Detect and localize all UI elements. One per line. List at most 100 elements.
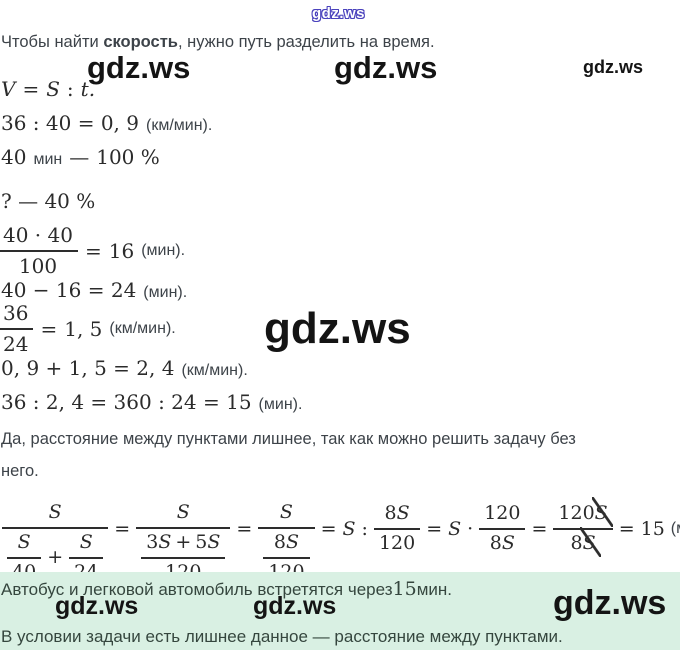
intro-bold-word: скорость — [103, 33, 178, 51]
var-s: S — [342, 517, 356, 540]
final-unit: (мин). — [670, 519, 680, 537]
line-meeting-time: 36 : 2, 4 = 360 : 24 = 15 (мин). — [1, 390, 302, 414]
numerator-8s: 8S — [373, 501, 421, 530]
multiply-dot: · — [467, 517, 474, 540]
car-speed-result: 1, 5 — [64, 317, 103, 341]
numerator-s: S — [136, 501, 231, 529]
denominator-3s5s: 3S+5S120 — [136, 529, 230, 584]
answer-value: 15 — [392, 578, 417, 600]
time-diff-unit: (мин). — [143, 284, 188, 301]
answer-line1: Автобус и легковой автомобиль встретятся… — [1, 578, 452, 600]
var-s: S — [501, 531, 515, 554]
var-s: S — [207, 530, 221, 553]
fraction-cancelled: 120S 8S — [553, 496, 613, 557]
denominator-8s-cancelled: 8S — [553, 526, 612, 557]
colon-sign: : — [361, 517, 368, 540]
given-minutes: 40 — [1, 145, 27, 169]
numerator-3s-plus-5s: 3S +5S — [141, 530, 226, 559]
watermark-top: gdz.ws — [312, 5, 366, 22]
fraction-120-8s: 120 8S — [479, 502, 526, 555]
note-line2: него. — [1, 462, 39, 480]
fraction-car-speed: 36 24 — [0, 302, 34, 356]
coef-5: 5 — [195, 530, 208, 553]
speed-sum-expression: 0, 9 + 1, 5 = 2, 4 — [1, 356, 175, 380]
intro-prefix: Чтобы найти — [1, 33, 104, 51]
watermark-band-left: gdz.ws — [55, 592, 139, 620]
minutes-word: мин — [33, 151, 63, 168]
numerator-s: S — [2, 501, 109, 529]
equals-sign: = — [236, 517, 253, 540]
var-s: S — [46, 77, 60, 101]
numerator-120: 120 — [479, 502, 526, 530]
line-proportion-given: 40 мин —100 % — [1, 145, 160, 169]
car-speed-unit: (км/мин). — [109, 320, 176, 337]
fraction-denominator: 24 — [3, 332, 29, 356]
watermark-row1-right: gdz.ws — [583, 57, 644, 77]
equals-sign: = — [114, 517, 131, 540]
answer-band: Автобус и легковой автомобиль встретятся… — [0, 572, 680, 650]
denominator-120: 120 — [378, 531, 416, 554]
var-s-cancelled: S — [579, 526, 601, 557]
watermark-center: gdz.ws — [264, 304, 411, 353]
var-v: V — [1, 77, 16, 101]
equals-sign: = — [618, 517, 635, 540]
line-speed-sum: 0, 9 + 1, 5 = 2, 4 (км/мин). — [1, 356, 248, 380]
fraction-s-over-3s5s: S 3S+5S120 — [136, 501, 231, 584]
denominator-8s: 8S — [479, 530, 525, 555]
var-s: S — [448, 517, 462, 540]
fraction-percent: 40 · 40 100 — [0, 224, 78, 278]
watermark-band-center: gdz.ws — [253, 592, 337, 620]
coef-8: 8 — [570, 531, 583, 554]
equals-sign: = — [320, 517, 337, 540]
coef-8: 8 — [273, 530, 286, 553]
watermark-row1-left: gdz.ws — [87, 50, 191, 85]
meeting-time-unit: (мин). — [258, 396, 303, 413]
note-line1: Да, расстояние между пунктами лишнее, та… — [1, 430, 576, 448]
answer-line1-suffix: мин. — [416, 580, 452, 599]
intro-suffix: , нужно путь разделить на время. — [177, 33, 435, 51]
formula-speed-definition: V = S: t. — [1, 77, 95, 101]
percent-unit: (мин). — [141, 242, 186, 259]
dash-sign: — — [69, 145, 90, 169]
bus-speed-unit: (км/мин). — [146, 117, 213, 134]
coef-8: 8 — [489, 531, 502, 554]
equals-sign: = — [426, 517, 443, 540]
numerator-s: S — [69, 531, 104, 559]
numerator-s: S — [7, 531, 42, 559]
time-diff-expression: 40 − 16 = 24 — [1, 278, 137, 302]
var-s-cancelled: S — [591, 496, 613, 527]
equals-sign: = — [40, 317, 58, 341]
answer-line1-prefix: Автобус и легковой автомобиль встретятся… — [1, 580, 393, 599]
numerator-s: S — [258, 501, 315, 529]
final-result: 15 — [640, 517, 665, 540]
fraction-8s-120: 8S 120 — [373, 501, 421, 555]
fraction-denominator: 100 — [18, 254, 58, 278]
given-percent: 100 % — [96, 145, 160, 169]
coef-3: 3 — [146, 530, 159, 553]
var-s: S — [158, 530, 172, 553]
fraction-numerator: 40 · 40 — [0, 224, 78, 252]
line-car-speed: 36 24 = 1, 5 (км/мин). — [0, 302, 176, 356]
plus-sign: + — [47, 545, 64, 568]
meeting-time-expression: 36 : 2, 4 = 360 : 24 = 15 — [1, 390, 252, 414]
speed-sum-unit: (км/мин). — [181, 362, 248, 379]
colon-sign: : — [66, 77, 74, 101]
line-percent-calc: 40 · 40 100 = 16 (мин). — [0, 224, 185, 278]
var-s: S — [285, 530, 299, 553]
var-s: S — [396, 501, 410, 524]
numerator-8s: 8S — [263, 530, 310, 559]
equals-sign: = — [84, 239, 102, 263]
var-t: t. — [80, 77, 96, 101]
coef-8: 8 — [384, 501, 397, 524]
equals-sign: = — [531, 517, 548, 540]
answer-line2: В условии задачи есть лишнее данное — ра… — [1, 627, 563, 646]
watermark-band-right: gdz.ws — [553, 584, 667, 622]
plus-sign: + — [175, 530, 192, 553]
coef-120: 120 — [558, 501, 595, 524]
bus-speed-expression: 36 : 40 = 0, 9 — [1, 111, 139, 135]
equals-sign: = — [22, 77, 40, 101]
watermark-row1-center: gdz.ws — [334, 50, 438, 85]
